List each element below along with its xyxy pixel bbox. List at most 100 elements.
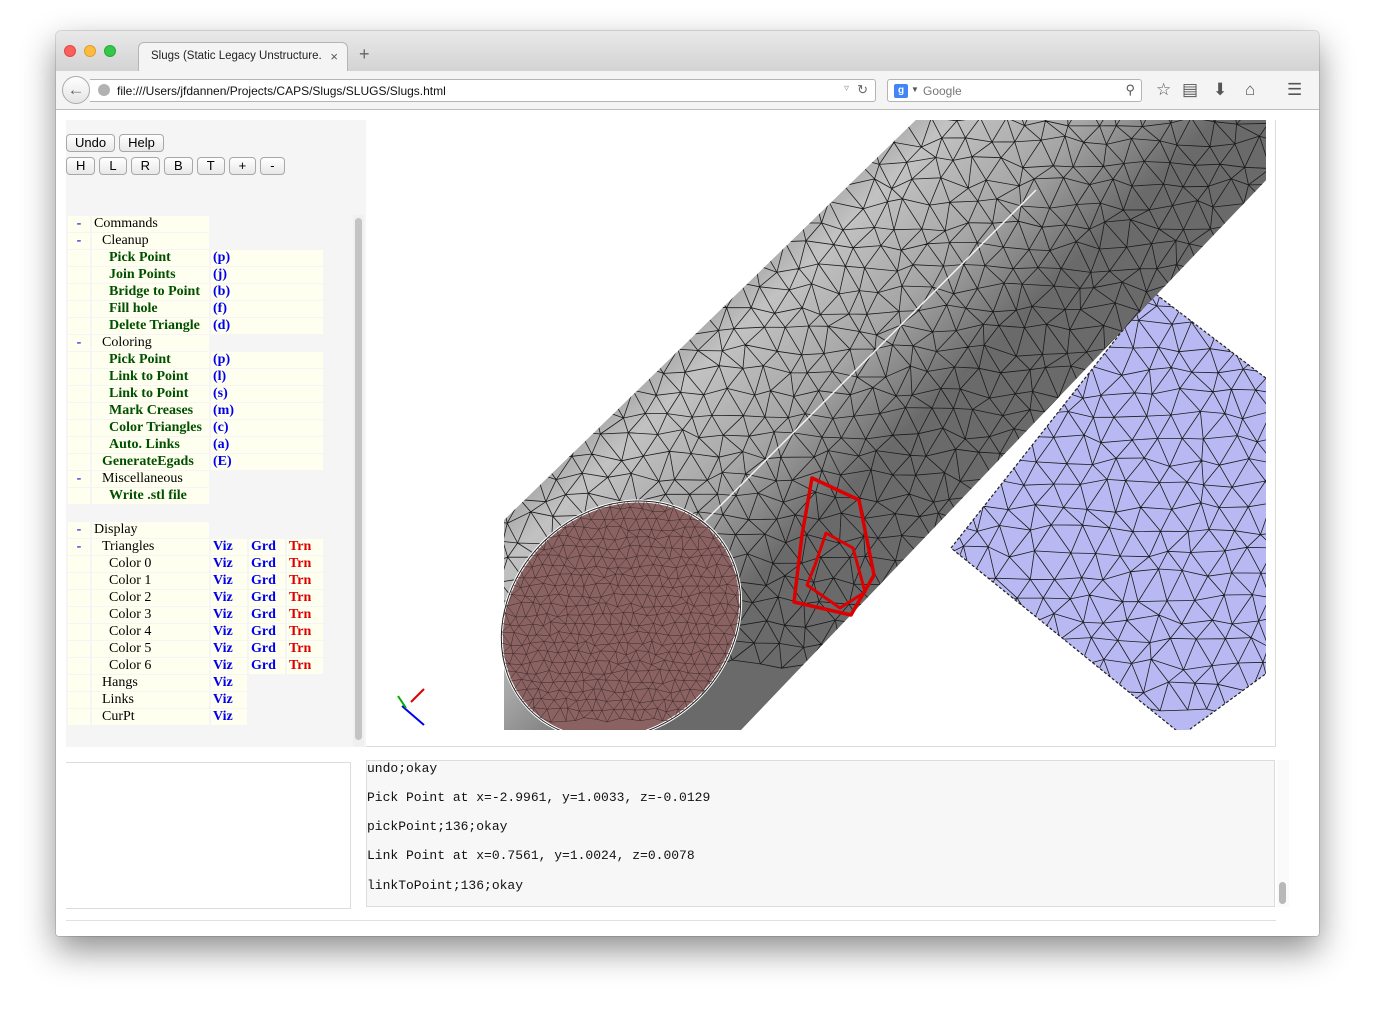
viz-toggle[interactable]: Viz [213, 556, 233, 571]
graphics-viewport[interactable] [366, 120, 1266, 730]
command-key[interactable]: (a) [213, 437, 230, 452]
command-key[interactable]: (p) [213, 250, 231, 265]
collapse-toggle[interactable]: - [68, 522, 90, 538]
trn-toggle[interactable]: Trn [289, 590, 312, 605]
reading-list-icon[interactable]: ▤ [1182, 80, 1199, 99]
command-key[interactable]: (f) [213, 301, 227, 316]
command-join-points[interactable]: Join Points [109, 267, 176, 282]
command-key[interactable]: (s) [213, 386, 228, 401]
command-auto-links[interactable]: Auto. Links [109, 437, 180, 452]
view-bottom-button[interactable]: B [164, 157, 193, 175]
trn-toggle[interactable]: Trn [289, 556, 312, 571]
new-tab-button[interactable]: + [359, 44, 370, 64]
tree-row-command[interactable]: Pick Point (p) [68, 352, 323, 368]
undo-button[interactable]: Undo [66, 134, 116, 152]
viz-toggle[interactable]: Viz [213, 607, 233, 622]
viz-toggle[interactable]: Viz [213, 692, 233, 707]
command-write-stl[interactable]: Write .stl file [109, 488, 187, 503]
view-top-button[interactable]: T [196, 157, 225, 175]
tree-row-command[interactable]: Pick Point (p) [68, 250, 323, 266]
grd-toggle[interactable]: Grd [251, 641, 276, 656]
command-key[interactable]: (j) [213, 267, 227, 282]
command-fill-hole[interactable]: Fill hole [109, 301, 158, 316]
command-key[interactable]: (m) [213, 403, 234, 418]
search-bar[interactable]: g ▼ Google ⚲ [887, 79, 1142, 102]
plate-surface[interactable] [950, 291, 1266, 730]
trn-toggle[interactable]: Trn [289, 658, 312, 673]
close-icon[interactable]: × [330, 49, 338, 64]
url-bar[interactable]: file:///Users/jfdannen/Projects/CAPS/Slu… [90, 79, 876, 102]
tree-row-command[interactable]: Delete Triangle (d) [68, 318, 323, 334]
message-scrollbar-thumb[interactable] [1279, 882, 1286, 904]
viz-toggle[interactable]: Viz [213, 539, 233, 554]
grd-toggle[interactable]: Grd [251, 658, 276, 673]
tree-row-command[interactable]: Fill hole (f) [68, 301, 323, 317]
collapse-toggle[interactable]: - [68, 471, 90, 487]
command-pick-point[interactable]: Pick Point [109, 250, 171, 265]
back-button[interactable]: ← [62, 76, 90, 104]
command-key[interactable]: (d) [213, 318, 231, 333]
trn-toggle[interactable]: Trn [289, 539, 312, 554]
tab-slugs[interactable]: Slugs (Static Legacy Unstructure... × [138, 42, 348, 71]
command-bridge-to-point[interactable]: Bridge to Point [109, 284, 200, 299]
viz-toggle[interactable]: Viz [213, 624, 233, 639]
view-home-button[interactable]: H [66, 157, 96, 175]
grd-toggle[interactable]: Grd [251, 624, 276, 639]
tree-row-command[interactable]: GenerateEgads (E) [68, 454, 323, 470]
command-pick-point[interactable]: Pick Point [109, 352, 171, 367]
close-window-button[interactable] [64, 45, 76, 57]
message-log[interactable]: undo;okay Pick Point at x=-2.9961, y=1.0… [366, 760, 1275, 907]
viz-toggle[interactable]: Viz [213, 658, 233, 673]
collapse-toggle[interactable]: - [68, 233, 90, 249]
command-key[interactable]: (b) [213, 284, 231, 299]
search-icon[interactable]: ⚲ [1125, 82, 1135, 97]
menu-icon[interactable]: ☰ [1287, 80, 1303, 99]
view-right-button[interactable]: R [130, 157, 161, 175]
trn-toggle[interactable]: Trn [289, 624, 312, 639]
minimize-window-button[interactable] [84, 45, 96, 57]
grd-toggle[interactable]: Grd [251, 539, 276, 554]
zoom-in-button[interactable]: + [228, 157, 257, 175]
url-text[interactable]: file:///Users/jfdannen/Projects/CAPS/Slu… [117, 84, 446, 98]
tree-row-command[interactable]: Write .stl file [68, 488, 323, 504]
tree-row-command[interactable]: Link to Point (l) [68, 369, 323, 385]
engine-dropdown-icon[interactable]: ▼ [911, 85, 919, 94]
viz-toggle[interactable]: Viz [213, 590, 233, 605]
search-input[interactable]: Google [923, 84, 962, 98]
tree-scrollbar-thumb[interactable] [355, 218, 362, 740]
command-color-triangles[interactable]: Color Triangles [109, 420, 202, 435]
tree-row-command[interactable]: Join Points (j) [68, 267, 323, 283]
command-key[interactable]: (c) [213, 420, 229, 435]
command-key[interactable]: (l) [213, 369, 227, 384]
zoom-window-button[interactable] [104, 45, 116, 57]
command-key[interactable]: (E) [213, 454, 232, 469]
mesh-canvas[interactable] [366, 120, 1266, 730]
google-icon[interactable]: g [894, 84, 908, 98]
viz-toggle[interactable]: Viz [213, 675, 233, 690]
grd-toggle[interactable]: Grd [251, 607, 276, 622]
zoom-out-button[interactable]: - [260, 157, 285, 175]
trn-toggle[interactable]: Trn [289, 641, 312, 656]
viz-toggle[interactable]: Viz [213, 709, 233, 724]
grd-toggle[interactable]: Grd [251, 573, 276, 588]
command-delete-triangle[interactable]: Delete Triangle [109, 318, 200, 333]
collapse-toggle[interactable]: - [68, 335, 90, 351]
trn-toggle[interactable]: Trn [289, 573, 312, 588]
tree-row-command[interactable]: Mark Creases (m) [68, 403, 323, 419]
command-key[interactable]: (p) [213, 352, 231, 367]
message-scrollbar[interactable] [1277, 760, 1289, 907]
tree-row-command[interactable]: Color Triangles (c) [68, 420, 323, 436]
star-icon[interactable]: ☆ [1156, 80, 1172, 99]
grd-toggle[interactable]: Grd [251, 590, 276, 605]
command-link-to-point[interactable]: Link to Point [109, 369, 189, 384]
download-icon[interactable]: ⬇ [1213, 80, 1228, 99]
reload-icon[interactable]: ↻ [857, 82, 868, 97]
tree-row-command[interactable]: Link to Point (s) [68, 386, 323, 402]
trn-toggle[interactable]: Trn [289, 607, 312, 622]
view-left-button[interactable]: L [99, 157, 127, 175]
viz-toggle[interactable]: Viz [213, 573, 233, 588]
collapse-toggle[interactable]: - [68, 216, 90, 232]
command-generate-egads[interactable]: GenerateEgads [102, 454, 194, 469]
home-icon[interactable]: ⌂ [1245, 80, 1256, 99]
tree-row-command[interactable]: Bridge to Point (b) [68, 284, 323, 300]
